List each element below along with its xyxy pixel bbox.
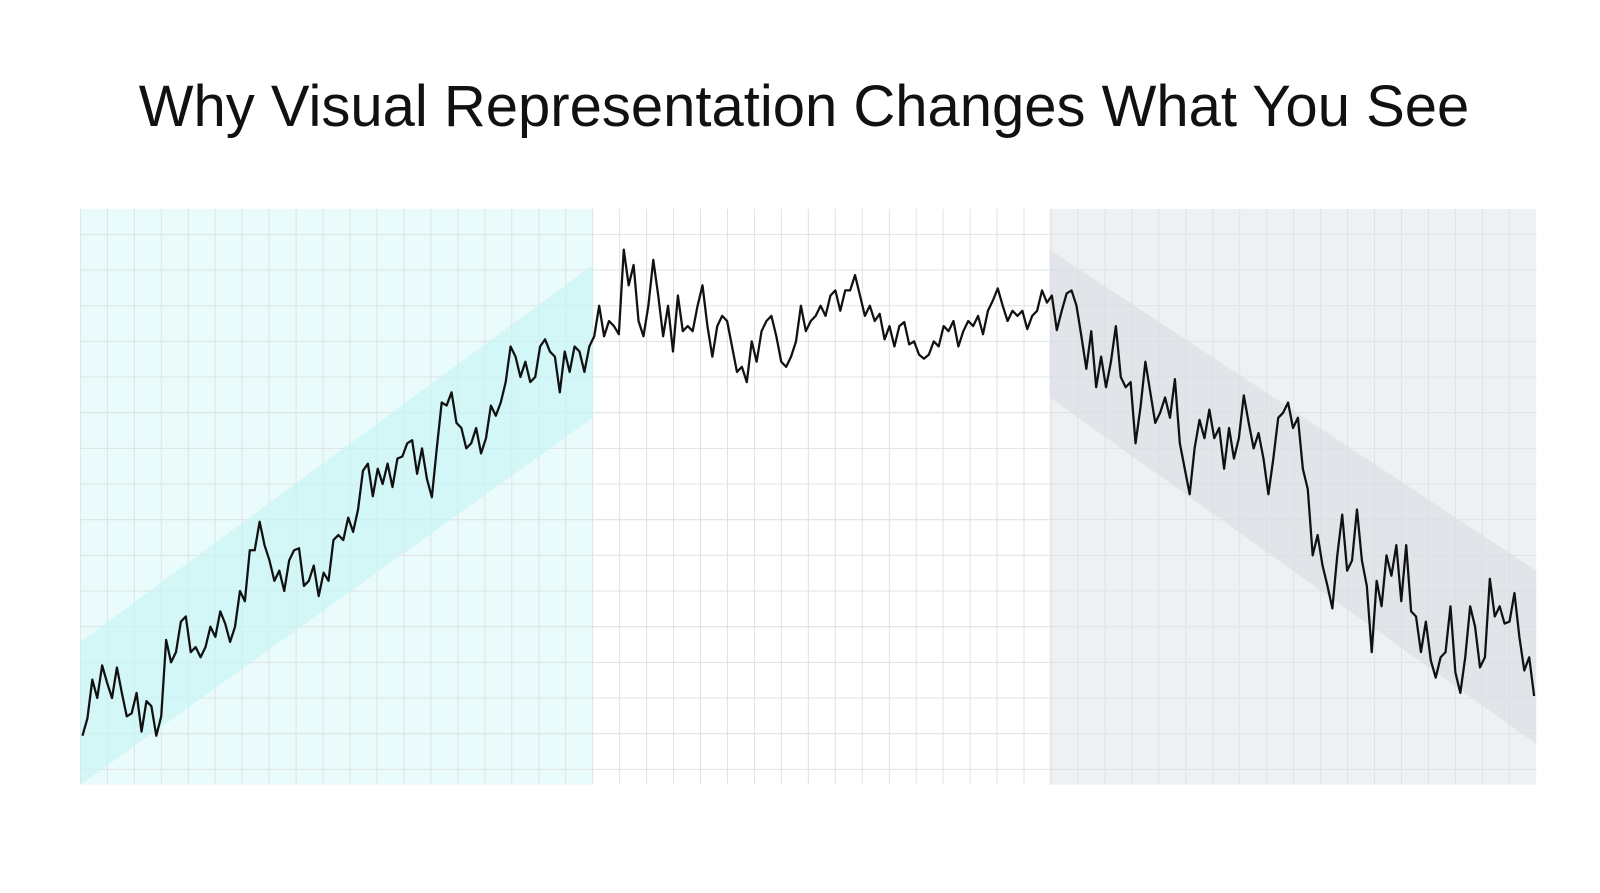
trend-band-up — [80, 264, 593, 785]
plot-area — [79, 208, 1537, 785]
data-line — [81, 248, 1536, 737]
chart-title: Why Visual Representation Changes What Y… — [139, 74, 1470, 139]
trend-band-down — [1049, 249, 1537, 744]
